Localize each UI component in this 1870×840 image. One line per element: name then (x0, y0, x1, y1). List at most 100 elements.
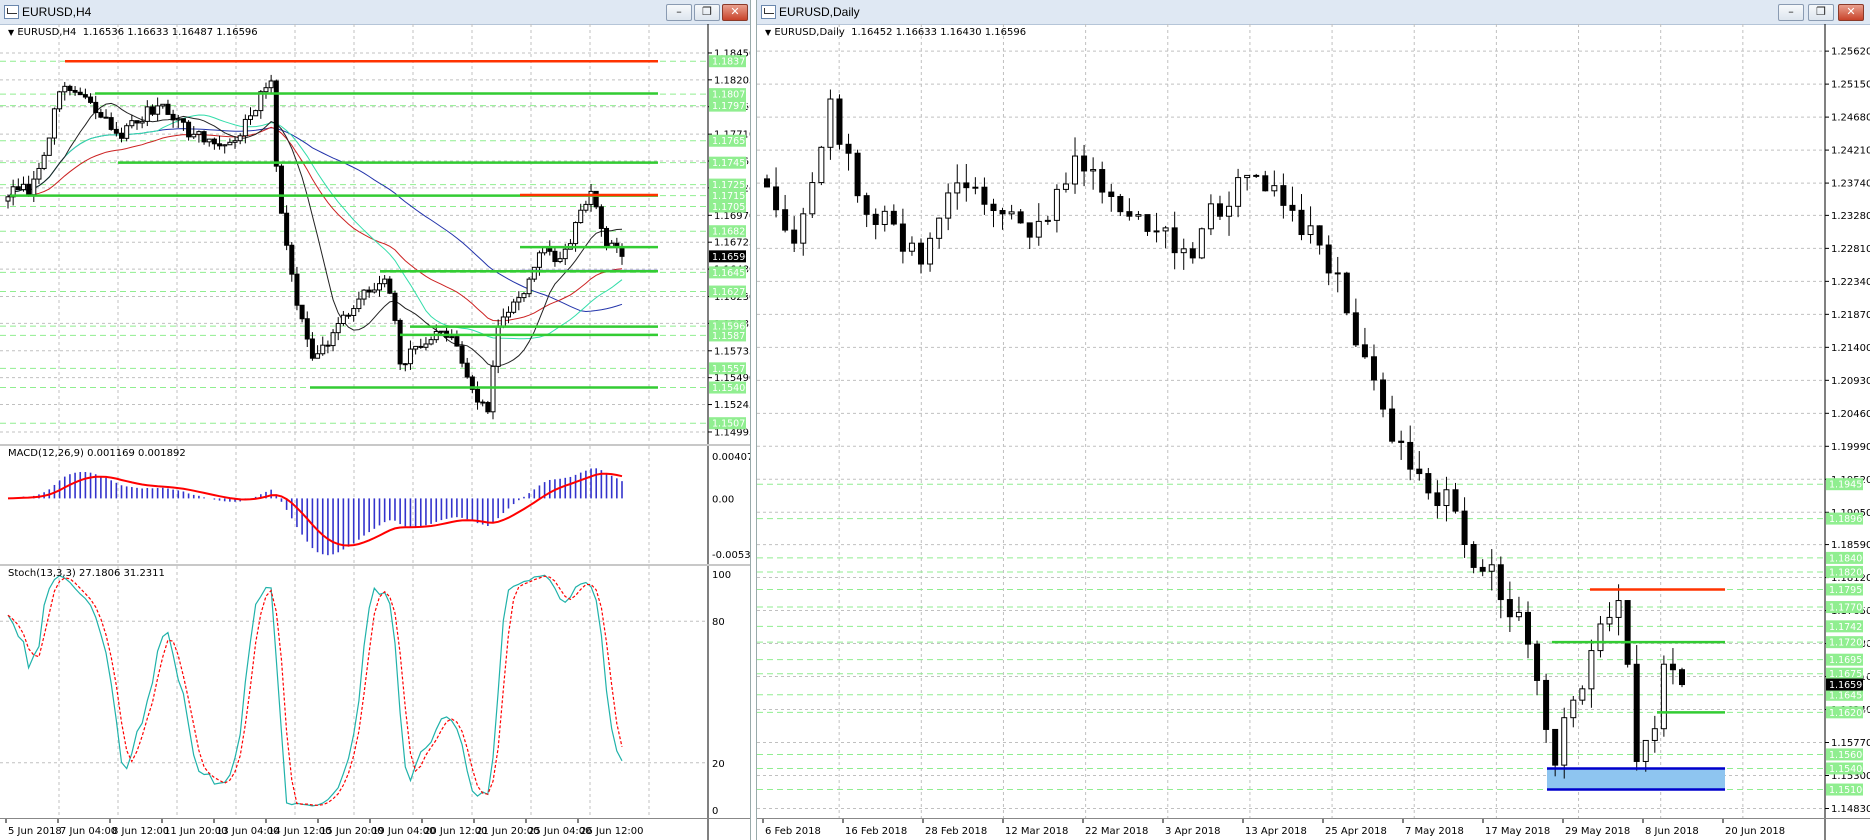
bull-candle (1008, 211, 1015, 215)
level-price-tag-text: 1.15400 (712, 383, 750, 394)
bear-candle (170, 113, 176, 121)
bear-candle (1298, 209, 1305, 236)
price-chart-panel[interactable]: 1.184501.182051.179601.177101.174651.172… (0, 24, 750, 444)
close-button[interactable]: ✕ (722, 4, 748, 21)
bull-candle (232, 140, 238, 143)
title-bar[interactable]: EURUSD,Daily – ❐ ✕ (757, 0, 1870, 25)
bear-candle (1189, 248, 1196, 259)
macd-axis-label: -0.00535 (712, 550, 750, 561)
panel-divider[interactable] (0, 564, 750, 566)
time-label: 17 May 2018 (1485, 826, 1550, 837)
level-price-tag (709, 320, 746, 333)
price-label: 1.22810 (1831, 244, 1870, 255)
bear-candle (82, 94, 88, 98)
bull-candle (1588, 650, 1595, 690)
bear-candle (469, 376, 475, 390)
symbol-info: EURUSD,Daily 1.16452 1.16633 1.16430 1.1… (774, 27, 1027, 38)
price-label: 1.25620 (1831, 47, 1870, 58)
chart-window-icon (4, 5, 19, 19)
bull-candle (1615, 600, 1622, 618)
price-chart-panel[interactable]: 1.25620 1.25150 1.24680 1.24210 1.23740 1.232… (757, 24, 1870, 818)
bear-candle (1624, 600, 1631, 665)
time-label: 13 Jun 04:00 (216, 826, 280, 837)
level-price-tag (1826, 748, 1863, 761)
chart-window-icon (761, 5, 776, 19)
price-label: 1.22340 (1831, 277, 1870, 288)
bull-candle (945, 192, 952, 219)
bull-candle (536, 252, 542, 268)
bull-candle (1072, 155, 1079, 185)
bear-candle (1334, 272, 1341, 275)
price-label: 1.15245 (714, 400, 750, 411)
support-zone (1547, 768, 1725, 790)
price-label: 1.18450 (714, 48, 750, 59)
bull-candle (237, 135, 243, 142)
bull-candle (490, 365, 496, 413)
candlestick-chart[interactable]: 1.25620 1.25150 1.24680 1.24210 1.23740 1.232… (757, 24, 1870, 818)
level-price-tag-text: 1.16200 (1829, 708, 1868, 719)
restore-button[interactable]: ❐ (1808, 4, 1834, 21)
bull-candle (62, 85, 68, 93)
stoch-axis-label: 20 (712, 759, 725, 770)
bear-candle (1534, 643, 1541, 681)
chart-window-daily[interactable]: EURUSD,Daily – ❐ ✕ 1.25620 1.25150 1.24680… (756, 0, 1870, 840)
panel-divider[interactable] (0, 444, 750, 446)
bull-candle (423, 343, 429, 348)
stoch-axis-label: 0 (712, 806, 718, 817)
bull-candle (222, 144, 228, 147)
bear-candle (418, 345, 424, 348)
price-label: 1.21870 (1831, 310, 1870, 321)
bull-candle (1044, 219, 1051, 222)
bear-candle (480, 401, 486, 404)
bear-candle (1479, 566, 1486, 572)
stoch-info: Stoch(13,3,3) 27.1806 31.2311 (8, 568, 165, 579)
price-label: 1.21400 (1831, 343, 1870, 354)
bull-candle (356, 298, 362, 310)
bull-candle (438, 330, 444, 333)
bull-candle (382, 278, 388, 285)
bull-candle (1035, 220, 1042, 238)
restore-button[interactable]: ❐ (694, 4, 720, 21)
minimize-button[interactable]: – (666, 4, 692, 21)
bear-candle (890, 210, 897, 225)
bear-candle (1389, 408, 1396, 442)
macd-panel[interactable]: 0.004079 0.00 -0.00535 MACD(12,26,9) 0.001… (0, 446, 750, 564)
title-bar[interactable]: EURUSD,H4 – ❐ ✕ (0, 0, 750, 25)
time-label: 3 Apr 2018 (1165, 826, 1220, 837)
bull-candle (20, 183, 26, 191)
bear-candle (278, 165, 284, 214)
level-price-tag (709, 200, 746, 213)
bull-candle (407, 348, 413, 365)
bear-candle (598, 206, 604, 229)
bear-candle (1325, 244, 1332, 274)
bull-candle (1307, 225, 1314, 236)
bear-candle (304, 318, 310, 340)
bear-candle (273, 80, 279, 167)
time-label: 20 Jun 2018 (1725, 826, 1785, 837)
bear-candle (149, 106, 155, 115)
level-price-tag-text: 1.15400 (1829, 764, 1868, 775)
candlestick-chart[interactable]: 1.184501.182051.179601.177101.174651.172… (0, 24, 750, 444)
bear-candle (1407, 441, 1414, 470)
bear-candle (1669, 663, 1676, 671)
level-price-tag-text: 1.17150 (712, 191, 750, 202)
bull-candle (936, 217, 943, 239)
bull-candle (557, 258, 563, 263)
bear-candle (1416, 468, 1423, 475)
bear-candle (791, 229, 798, 244)
bear-candle (619, 246, 625, 257)
bear-candle (1108, 191, 1115, 198)
bull-candle (511, 301, 517, 313)
level-price-tag-text: 1.18200 (1829, 567, 1868, 578)
bear-candle (459, 345, 465, 364)
stochastic-panel[interactable]: 100 80 20 0 Stoch(13,3,3) 27.1806 31.2311 (0, 566, 750, 818)
price-label: 1.14830 (1831, 804, 1870, 815)
close-button[interactable]: ✕ (1838, 4, 1864, 21)
level-price-tag (709, 329, 746, 342)
level-price-tag (1826, 706, 1863, 719)
bear-candle (284, 212, 290, 246)
chart-window-h4[interactable]: EURUSD,H4 – ❐ ✕ 1.184501.182051.179601.1… (0, 0, 751, 840)
macd-axis-label: 0.00 (712, 494, 734, 505)
minimize-button[interactable]: – (1778, 4, 1804, 21)
bear-candle (294, 273, 300, 306)
